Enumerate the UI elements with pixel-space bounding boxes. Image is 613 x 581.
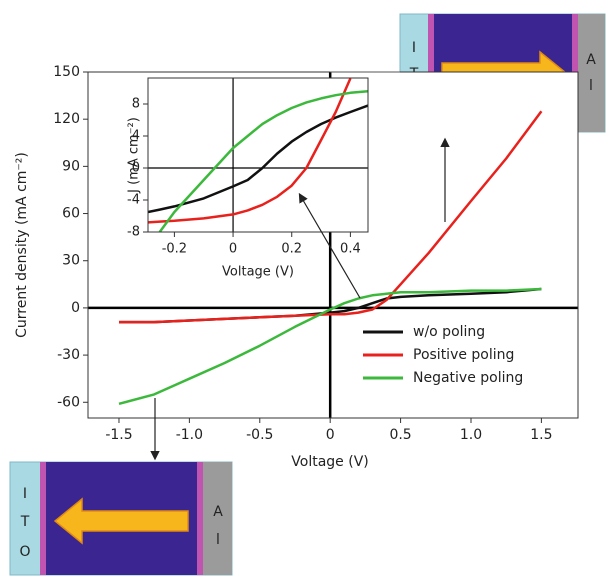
plot-frame	[147, 77, 369, 233]
plots: -1.5 -1.0 -0.5 0 0.5 1.0 1.5 -60 -30 0 30 60 90 120 15…	[14, 64, 579, 470]
y-axis-label: J (mA cm⁻²)	[127, 117, 142, 194]
annotation-arrows	[150, 71, 450, 461]
al-letter: l	[589, 78, 593, 94]
ito-letter: T	[20, 514, 30, 530]
x-tick-label: -1.5	[105, 427, 132, 443]
x-tick-label: 1.5	[530, 427, 552, 443]
al-layer	[578, 14, 605, 132]
x-tick-label: -0.5	[246, 427, 273, 443]
x-axis-label: Voltage (V)	[291, 454, 368, 470]
ito-letter: O	[19, 544, 30, 560]
electrode-strip	[197, 462, 203, 575]
x-tick-label: 0.2	[281, 242, 302, 257]
series-line	[119, 110, 543, 324]
y-tick-label: 150	[53, 64, 80, 80]
ito-letter: I	[412, 40, 416, 56]
y-tick-label: 0	[132, 161, 140, 176]
x-tick-label: -0.2	[162, 242, 187, 257]
y-tick-label: -8	[127, 225, 140, 240]
legend-label: w/o poling	[413, 324, 485, 340]
x-tick-label: 0	[229, 242, 237, 257]
series-line	[148, 78, 352, 224]
series-line	[158, 89, 368, 232]
al-layer	[203, 462, 232, 575]
y-tick-label: 90	[62, 158, 80, 174]
al-letter: A	[586, 52, 596, 68]
series-line	[118, 287, 542, 406]
x-tick-label: 0	[326, 427, 335, 443]
schematic-bottom: I T O A l	[9, 461, 233, 576]
x-tick-label: 0.5	[389, 427, 411, 443]
y-tick-label: -60	[57, 394, 80, 410]
y-tick-label: 8	[132, 97, 140, 112]
legend-label: Negative poling	[413, 370, 523, 386]
polarization-arrow	[53, 497, 189, 545]
al-letter: A	[213, 504, 223, 520]
y-tick-label: -30	[57, 347, 80, 363]
y-tick-label: 120	[53, 111, 80, 127]
y-tick-label: 30	[62, 253, 80, 269]
ito-letter: I	[23, 486, 27, 502]
x-tick-label: 0.4	[340, 242, 361, 257]
y-tick-label: -4	[127, 193, 140, 208]
al-letter: l	[216, 532, 220, 548]
electrode-strip	[40, 462, 46, 575]
plot-area	[148, 78, 368, 232]
x-tick-label: 1.0	[460, 427, 482, 443]
y-tick-label: 4	[132, 129, 140, 144]
y-axis-label: Current density (mA cm⁻²)	[14, 152, 30, 338]
chart: -0.2 0 0.2 0.4 -8 -4 0 4 8 Voltage (V) J (mA cm⁻²)	[127, 77, 369, 280]
y-tick-label: 60	[62, 206, 80, 222]
x-axis-label: Voltage (V)	[222, 265, 294, 280]
legend-label: Positive poling	[413, 347, 514, 363]
y-tick-label: 0	[71, 300, 80, 316]
x-tick-label: -1.0	[176, 427, 203, 443]
arrow	[298, 192, 361, 299]
